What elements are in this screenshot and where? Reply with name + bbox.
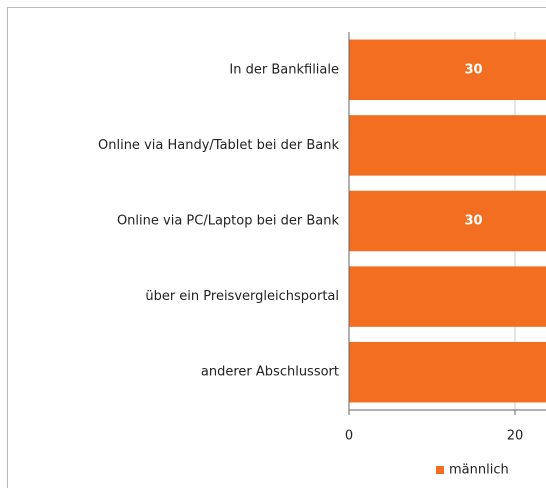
y-tick-label: über ein Preisvergleichsportal <box>145 289 339 304</box>
y-tick-label: Online via PC/Laptop bei der Bank <box>117 214 340 229</box>
value-label: 30 <box>464 214 482 229</box>
y-tick-label: Online via Handy/Tablet bei der Bank <box>98 138 339 153</box>
bar <box>349 115 546 176</box>
y-tick-label: In der Bankfiliale <box>229 62 339 77</box>
bar <box>349 39 546 101</box>
bar <box>349 341 546 403</box>
frame <box>7 7 546 488</box>
bar <box>349 266 546 327</box>
y-tick-label: anderer Abschlussort <box>201 365 339 380</box>
legend-swatch <box>436 466 444 474</box>
x-tick-label: 20 <box>507 429 524 444</box>
legend-label: männlich <box>449 463 509 478</box>
value-label: 30 <box>464 62 482 77</box>
bar <box>349 190 546 252</box>
x-tick-label: 0 <box>345 429 353 444</box>
